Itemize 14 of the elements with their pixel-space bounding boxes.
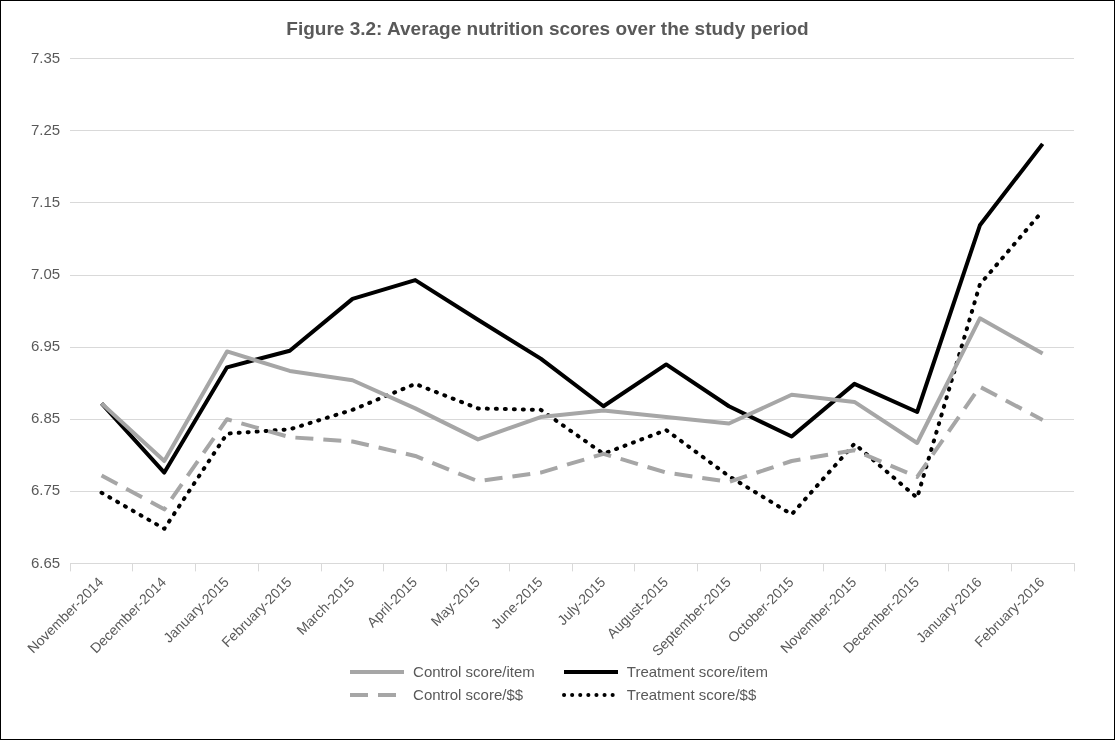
y-tick-label: 6.75: [30, 481, 61, 499]
y-tick-label: 7.15: [30, 193, 61, 211]
legend-label: Treatment score/item: [626, 663, 768, 680]
y-tick-label: 7.35: [30, 48, 61, 66]
legend-label: Control score/item: [413, 663, 535, 680]
y-tick-label: 6.85: [30, 409, 61, 427]
legend-label: Treatment score/$$: [626, 686, 757, 703]
y-tick-label: 6.95: [30, 337, 61, 355]
chart-title: Figure 3.2: Average nutrition scores over the study period: [286, 17, 809, 39]
y-tick-label: 6.65: [30, 553, 61, 571]
legend-label: Control score/$$: [413, 686, 524, 703]
y-tick-label: 7.05: [30, 265, 61, 283]
line-series: [99, 384, 1045, 512]
y-tick-label: 7.25: [30, 121, 61, 139]
